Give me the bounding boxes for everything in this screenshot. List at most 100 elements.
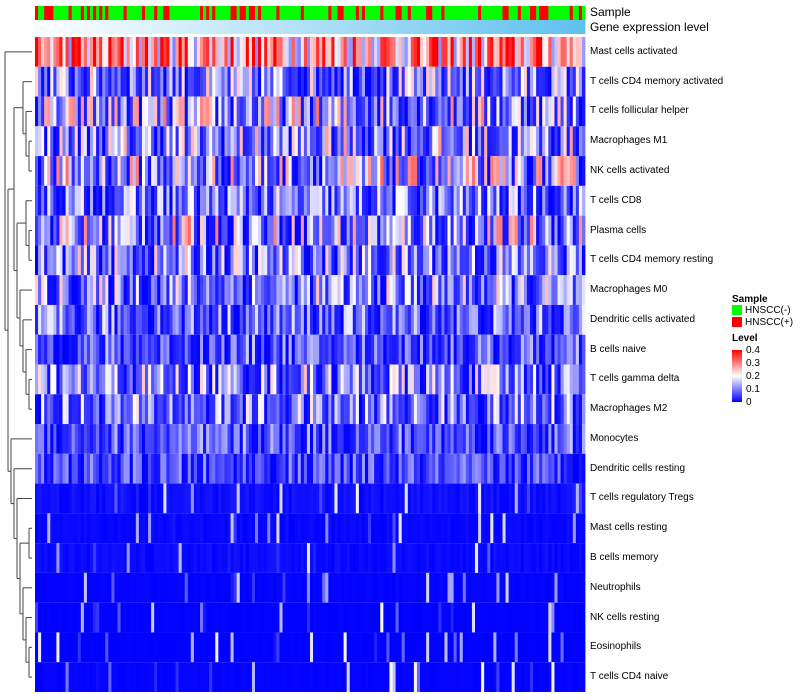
heatmap-cell bbox=[233, 275, 238, 305]
heatmap-cell bbox=[105, 602, 109, 633]
heatmap-cell bbox=[111, 215, 115, 246]
heatmap-cell bbox=[230, 543, 235, 573]
heatmap-cell bbox=[322, 66, 326, 97]
heatmap-cell bbox=[346, 37, 351, 67]
heatmap-cell bbox=[233, 185, 238, 216]
heatmap-cell bbox=[383, 483, 387, 514]
heatmap-cell bbox=[224, 543, 228, 573]
heatmap-cell bbox=[108, 334, 112, 365]
heatmap-cell bbox=[493, 334, 497, 365]
heatmap-cell bbox=[148, 453, 152, 484]
heatmap-cell bbox=[340, 543, 345, 573]
heatmap-cell bbox=[352, 394, 357, 425]
heatmap-cell bbox=[154, 185, 158, 216]
heatmap-cell bbox=[242, 394, 247, 425]
heatmap-cell bbox=[117, 96, 121, 127]
heatmap-cell bbox=[478, 394, 482, 425]
heatmap-cell bbox=[566, 96, 571, 127]
heatmap-cell bbox=[193, 662, 198, 692]
heatmap-cell bbox=[306, 572, 311, 603]
sample-annotation-cell bbox=[117, 6, 121, 20]
heatmap-cell bbox=[569, 37, 574, 67]
heatmap-cell bbox=[325, 424, 329, 454]
heatmap-cell bbox=[429, 185, 433, 216]
heatmap-cell bbox=[361, 126, 366, 157]
heatmap-cell bbox=[313, 304, 317, 335]
heatmap-cell bbox=[59, 334, 63, 365]
heatmap-cell bbox=[435, 543, 439, 573]
heatmap-cell bbox=[468, 334, 473, 365]
heatmap-cell bbox=[462, 334, 467, 365]
heatmap-cell bbox=[294, 185, 299, 216]
heatmap-cell bbox=[395, 364, 400, 395]
heatmap-cell bbox=[261, 37, 265, 67]
heatmap-cell bbox=[151, 543, 155, 573]
heatmap-cell bbox=[105, 275, 109, 305]
heatmap-cell bbox=[303, 364, 308, 395]
heatmap-cell bbox=[352, 572, 357, 603]
heatmap-cell bbox=[251, 394, 256, 425]
heatmap-cell bbox=[429, 96, 433, 127]
heatmap-cell bbox=[502, 304, 506, 335]
heatmap-cell bbox=[300, 245, 305, 276]
sample-annotation-cell bbox=[59, 6, 63, 20]
heatmap-cell bbox=[536, 483, 540, 514]
heatmap-cell bbox=[306, 602, 311, 633]
heatmap-cell bbox=[313, 394, 317, 425]
heatmap-cell bbox=[38, 632, 42, 663]
heatmap-cell bbox=[135, 483, 140, 514]
heatmap-cell bbox=[343, 602, 348, 633]
heatmap-cell bbox=[90, 66, 94, 97]
heatmap-cell bbox=[447, 572, 451, 603]
heatmap-cell bbox=[83, 513, 88, 544]
heatmap-cell bbox=[526, 513, 531, 544]
heatmap-cell bbox=[380, 543, 384, 573]
heatmap-cell bbox=[105, 66, 109, 97]
heatmap-cell bbox=[178, 364, 183, 395]
heatmap-cell bbox=[65, 394, 70, 425]
heatmap-cell bbox=[200, 334, 204, 365]
heatmap-cell bbox=[53, 602, 57, 633]
heatmap-cell bbox=[316, 602, 320, 633]
heatmap-cell bbox=[114, 126, 118, 157]
heatmap-cell bbox=[526, 334, 531, 365]
heatmap-cell bbox=[374, 37, 378, 67]
heatmap-cell bbox=[203, 483, 207, 514]
heatmap-cell bbox=[111, 453, 115, 484]
heatmap-cell bbox=[96, 483, 100, 514]
sample-annotation-cell bbox=[371, 6, 375, 20]
heatmap-cell bbox=[172, 156, 176, 186]
heatmap-cell bbox=[151, 424, 155, 454]
row-label: NK cells activated bbox=[590, 164, 670, 176]
heatmap-cell bbox=[358, 156, 363, 186]
heatmap-cell bbox=[255, 215, 259, 246]
heatmap-cell bbox=[215, 394, 219, 425]
heatmap-cell bbox=[355, 662, 360, 692]
heatmap-cell bbox=[264, 185, 268, 216]
heatmap-cell bbox=[135, 453, 140, 484]
heatmap-cell bbox=[435, 96, 439, 127]
heatmap-cell bbox=[215, 632, 219, 663]
heatmap-cell bbox=[285, 572, 290, 603]
heatmap-cell bbox=[184, 66, 189, 97]
heatmap-cell bbox=[151, 245, 155, 276]
heatmap-cell bbox=[138, 453, 143, 484]
heatmap-cell bbox=[426, 424, 430, 454]
heatmap-cell bbox=[175, 66, 180, 97]
heatmap-cell bbox=[413, 602, 418, 633]
heatmap-cell bbox=[163, 453, 167, 484]
heatmap-cell bbox=[499, 513, 503, 544]
heatmap-cell bbox=[325, 572, 329, 603]
heatmap-cell bbox=[215, 483, 219, 514]
heatmap-cell bbox=[77, 334, 82, 365]
heatmap-cell bbox=[526, 572, 531, 603]
sample-annotation-cell bbox=[221, 6, 225, 20]
heatmap-cell bbox=[325, 394, 329, 425]
heatmap-cell bbox=[285, 453, 290, 484]
heatmap-cell bbox=[517, 37, 522, 67]
heatmap-cell bbox=[337, 632, 341, 663]
row-label: T cells CD4 memory resting bbox=[590, 254, 714, 266]
heatmap-cell bbox=[181, 126, 186, 157]
heatmap-cell bbox=[447, 602, 451, 633]
heatmap-cell bbox=[374, 245, 378, 276]
